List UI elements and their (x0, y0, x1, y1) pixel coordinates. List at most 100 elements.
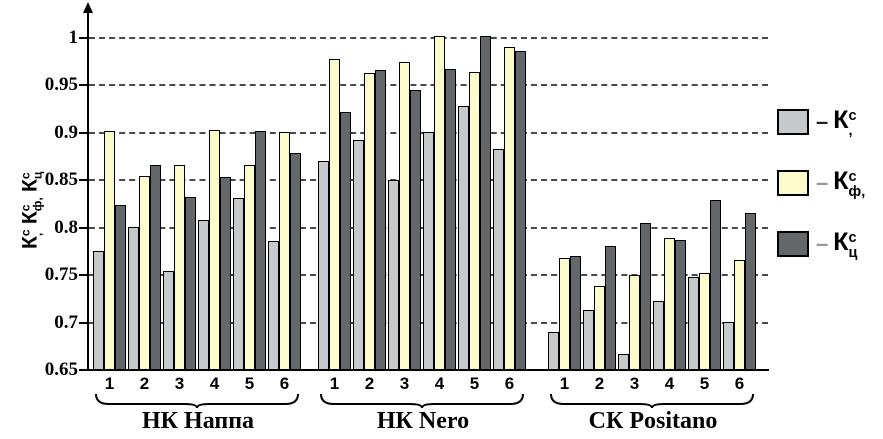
x-axis (83, 369, 769, 371)
k-subscript: ф, (31, 197, 46, 212)
bar (399, 61, 410, 370)
category-label: 3 (174, 374, 185, 393)
y-axis-arrow-icon (83, 2, 93, 13)
bar (423, 131, 434, 370)
bar (559, 258, 570, 370)
bar (174, 165, 185, 370)
bar (594, 285, 605, 370)
y-tick-label: 0.75 (44, 264, 78, 286)
bar (375, 70, 386, 370)
k-subscript: ц (848, 244, 858, 261)
bar (688, 277, 699, 370)
category-label: 2 (364, 374, 375, 393)
bar (653, 300, 664, 370)
category-label: 1 (104, 374, 115, 393)
bar (583, 310, 594, 370)
group-brace (95, 393, 299, 409)
k-subscript: , (848, 122, 853, 139)
y-tick-label: 0.65 (44, 359, 78, 380)
bar (185, 197, 196, 370)
bar (353, 140, 364, 370)
group-brace (550, 393, 754, 409)
bar (329, 58, 340, 370)
gridline (89, 37, 768, 39)
bar (629, 275, 640, 370)
bar (640, 222, 651, 370)
group-brace (320, 393, 524, 409)
legend-dash: – (816, 231, 829, 257)
group-label: СК Positano (588, 408, 718, 434)
bar (163, 271, 174, 370)
legend-dash: – (816, 170, 829, 196)
category-label: 3 (629, 374, 640, 393)
k-superscript: с (848, 108, 857, 125)
bar (104, 130, 115, 370)
y-tick-label: 0.95 (44, 74, 78, 96)
bar (290, 152, 301, 370)
y-tick (79, 369, 88, 371)
legend-dash: – (816, 109, 829, 134)
bar (458, 106, 469, 370)
bar (664, 238, 675, 370)
y-tick (79, 321, 88, 324)
bar (699, 273, 710, 370)
y-tick-label: 0.85 (44, 169, 78, 191)
y-tick (79, 274, 88, 277)
k-subscript: ф, (848, 183, 866, 200)
y-tick (79, 226, 88, 229)
bar (128, 226, 139, 370)
category-label: 1 (329, 374, 340, 393)
bar (570, 256, 581, 370)
category-label: 2 (594, 374, 605, 393)
category-label: 6 (734, 374, 745, 393)
y-tick (79, 84, 88, 87)
bar (279, 131, 290, 370)
bar (244, 165, 255, 370)
y-tick-label: 1 (68, 27, 79, 48)
category-label: 4 (209, 374, 220, 393)
category-label: 1 (559, 374, 570, 393)
category-label: 5 (469, 374, 480, 393)
bar (480, 36, 491, 370)
bar (388, 180, 399, 370)
bar (410, 90, 421, 370)
bar (618, 353, 629, 370)
bar (115, 204, 126, 370)
y-tick-label: 0.9 (54, 121, 78, 143)
bar (504, 47, 515, 370)
legend-swatch (777, 170, 809, 197)
category-label: 3 (399, 374, 410, 393)
y-tick-label: 0.8 (54, 216, 78, 238)
bar (605, 245, 616, 370)
bar (675, 240, 686, 370)
bar (268, 240, 279, 370)
y-tick (79, 179, 88, 182)
category-label: 5 (699, 374, 710, 393)
bar (723, 321, 734, 370)
category-label: 6 (279, 374, 290, 393)
bar (318, 161, 329, 370)
k-sup-sub: с ф, (19, 197, 46, 212)
legend-swatch (777, 109, 809, 135)
bar (255, 130, 266, 370)
group-label: НК Nero (376, 408, 470, 434)
bar (233, 198, 244, 370)
bar (515, 51, 526, 370)
k-superscript: с (848, 230, 857, 247)
category-label: 2 (139, 374, 150, 393)
bar (434, 36, 445, 370)
y-tick (79, 37, 88, 39)
category-label: 4 (664, 374, 675, 393)
bar (745, 212, 756, 370)
k-sup-sub: с, (849, 109, 857, 138)
y-tick (79, 131, 88, 134)
